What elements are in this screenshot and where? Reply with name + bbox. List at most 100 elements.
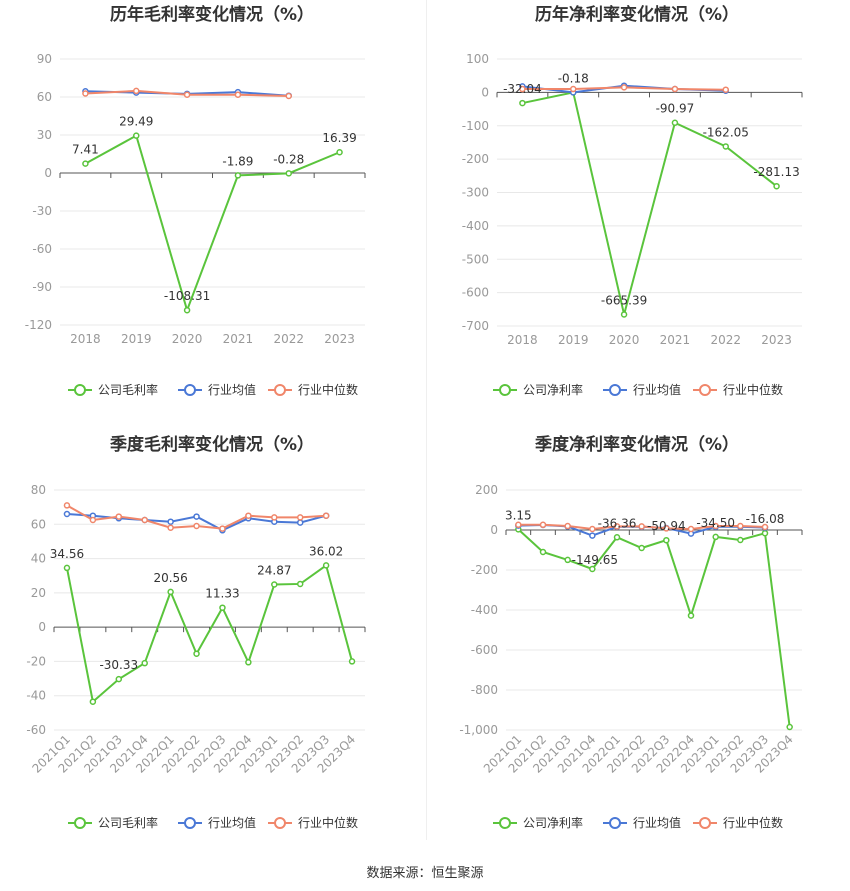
y-tick-label: -400: [471, 603, 498, 617]
data-point-company: [638, 544, 645, 552]
chart-svg: 季度毛利率变化情况（%）806040200-20-40-602021Q12021…: [26, 434, 366, 830]
data-label: -16.08: [746, 512, 785, 526]
data-point-company: [285, 170, 292, 177]
y-tick-label: 40: [31, 552, 46, 566]
data-point-company: [322, 562, 330, 569]
legend-marker: [74, 817, 86, 829]
annual-gross-margin-chart: 历年毛利率变化情况（%） 90 60 30 0 -30 -60 -90 -120 2018 2019…: [0, 0, 425, 430]
data-point-company: [786, 723, 793, 731]
legend-marker: [274, 817, 286, 829]
legend-marker: [609, 384, 621, 396]
data-point-industry-median: [285, 92, 292, 100]
data-point-company: [193, 650, 200, 657]
data-point-industry-median: [539, 521, 547, 529]
data-point-industry-median: [115, 513, 123, 520]
data-point-industry-average: [167, 518, 174, 525]
legend-marker: [74, 384, 86, 396]
data-point-industry-median: [620, 84, 628, 91]
data-point-company: [564, 556, 571, 564]
data-point-industry-median: [89, 516, 97, 524]
data-point-industry-median: [663, 525, 670, 532]
data-label: 34.56: [50, 547, 84, 561]
x-tick-label: 2019: [558, 333, 589, 347]
x-tick-label: 2020: [609, 333, 640, 347]
y-tick-label: -200: [471, 563, 498, 577]
legend-marker: [699, 384, 711, 396]
y-tick-label: -500: [462, 252, 489, 266]
legend-label: 公司毛利率: [98, 382, 158, 397]
data-label: -30.33: [99, 658, 138, 672]
data-point-company: [271, 581, 278, 588]
data-point-industry-median: [322, 512, 330, 519]
chart-title: 历年毛利率变化情况（%）: [110, 4, 314, 25]
y-tick-label: -40: [26, 689, 46, 703]
data-point-company: [348, 658, 356, 665]
y-tick-label: -1,000: [459, 723, 498, 737]
chart-title: 历年净利率变化情况（%）: [535, 4, 739, 25]
y-tick-label: -60: [32, 242, 52, 256]
data-point-company: [336, 148, 343, 156]
data-point-company: [687, 612, 695, 619]
y-tick-label: 90: [37, 52, 52, 66]
annual-net-margin-chart: 历年净利率变化情况（%） 100 0 -100 -200 -300 -400 -500 -600…: [425, 0, 850, 430]
y-tick-label: 20: [31, 586, 46, 600]
quarterly-net-margin-chart: 季度净利率变化情况（%） 200 0 -200 -400 -600 -800 -1,000 20…: [425, 430, 850, 860]
y-tick-label: 0: [490, 523, 498, 537]
data-point-industry-median: [271, 514, 278, 521]
y-tick-label: 0: [481, 85, 489, 99]
legend-label: 行业均值: [208, 815, 256, 830]
data-point-industry-median: [245, 512, 252, 519]
y-tick-label: 60: [37, 90, 52, 104]
data-label: -36.36: [598, 516, 637, 530]
data-point-industry-average: [63, 510, 71, 518]
y-tick-label: 200: [475, 483, 498, 497]
data-label: -665.39: [601, 293, 647, 307]
y-tick-label: 0: [38, 620, 46, 634]
data-point-industry-median: [296, 514, 304, 521]
series-line-company: [65, 563, 354, 704]
data-point-company: [63, 564, 71, 572]
data-label: -162.05: [703, 125, 749, 139]
data-point-company: [296, 580, 304, 588]
data-point-industry-median: [722, 86, 729, 93]
data-point-company: [141, 659, 148, 667]
legend-marker: [184, 384, 196, 396]
data-point-industry-median: [519, 85, 526, 93]
panel-divider: [426, 0, 427, 840]
chart-title: 季度净利率变化情况（%）: [535, 434, 739, 455]
data-point-industry-median: [613, 523, 621, 530]
data-point-industry-median: [638, 523, 645, 530]
data-point-company: [539, 548, 547, 556]
data-label: 29.49: [119, 115, 153, 129]
y-tick-label: -600: [462, 286, 489, 300]
legend-label: 公司净利率: [523, 382, 583, 397]
data-point-company: [712, 533, 719, 541]
y-tick-label: -200: [462, 152, 489, 166]
data-point-industry-average: [296, 519, 304, 526]
y-tick-label: 100: [466, 52, 489, 66]
legend-label: 行业均值: [633, 815, 681, 830]
x-tick-label: 2018: [70, 332, 101, 346]
data-point-company: [761, 529, 769, 537]
data-point-company: [773, 182, 780, 190]
data-point-industry-median: [671, 85, 679, 93]
data-point-company: [82, 160, 89, 167]
data-point-company: [245, 659, 252, 666]
legend-marker: [699, 817, 711, 829]
y-tick-label: -800: [471, 683, 498, 697]
series-line-company: [84, 134, 340, 314]
data-point-company: [663, 536, 670, 544]
legend-marker: [609, 817, 621, 829]
series-line-company: [522, 91, 778, 315]
x-tick-label: 2022: [710, 333, 741, 347]
data-point-industry-median: [712, 522, 719, 530]
data-point-company: [133, 132, 140, 139]
chart-title: 季度毛利率变化情况（%）: [110, 434, 314, 455]
data-point-industry-median: [63, 502, 71, 509]
chart-svg: 历年毛利率变化情况（%） 90 60 30 0 -30 -60 -90 -120 2018 2019…: [25, 4, 366, 397]
legend-label: 公司净利率: [523, 815, 583, 830]
data-point-company: [234, 172, 242, 179]
legend-label: 行业均值: [208, 382, 256, 397]
y-tick-label: 0: [44, 166, 52, 180]
data-label: 11.33: [205, 587, 239, 601]
